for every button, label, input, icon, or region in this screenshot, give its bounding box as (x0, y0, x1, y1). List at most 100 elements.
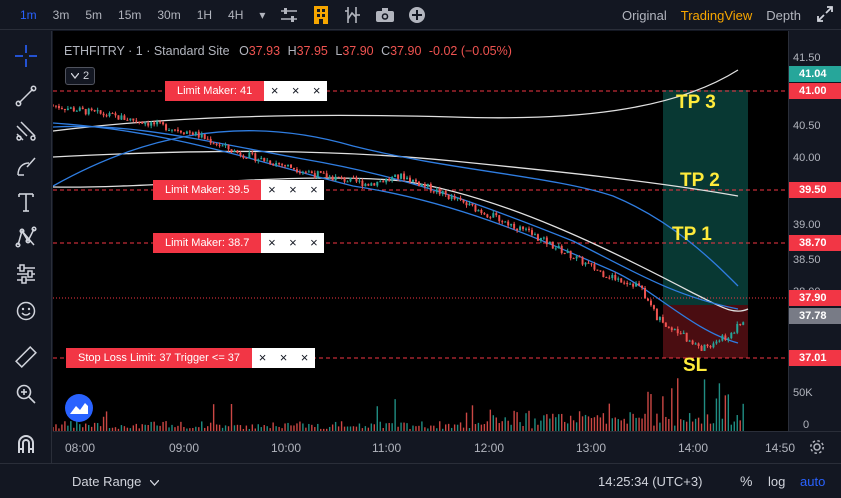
candle-body (388, 178, 391, 181)
text-tool-icon[interactable] (13, 189, 39, 215)
ma-long-line (53, 69, 739, 132)
percent-toggle[interactable]: % (740, 473, 753, 489)
volume-bar (96, 423, 99, 431)
time-tick: 11:00 (372, 441, 402, 455)
volume-bar (331, 424, 334, 431)
candle-body (626, 282, 629, 285)
candle-body (602, 271, 605, 278)
candle-body (340, 177, 343, 179)
timeframe-1m[interactable]: 1m (20, 7, 37, 22)
order-label-stop-loss[interactable]: Stop Loss Limit: 37 Trigger <= 37 × × × (66, 348, 316, 368)
volume-bar (561, 413, 563, 431)
volume-bar (427, 428, 429, 431)
timeframe-15m[interactable]: 15m (118, 7, 142, 22)
price-axis[interactable]: 41.50 40.50 40.00 39.00 38.50 38.00 50K … (788, 31, 841, 431)
volume-bar (501, 421, 503, 431)
tab-depth[interactable]: Depth (766, 7, 801, 23)
order-close-icon[interactable]: × (261, 233, 283, 253)
order-close-icon[interactable]: × (261, 180, 283, 200)
order-close-icon[interactable]: × (285, 81, 307, 101)
clock[interactable]: 14:25:34 (UTC+3) (598, 474, 703, 489)
candle-body (554, 248, 557, 250)
add-indicator-icon[interactable] (406, 4, 428, 26)
chevron-down-icon (149, 479, 160, 486)
auto-toggle[interactable]: auto (800, 474, 826, 489)
layout-grid-icon[interactable] (310, 4, 332, 26)
order-close-icon[interactable]: × (273, 348, 295, 368)
candle-body (188, 131, 191, 133)
sl-label: SL (683, 355, 708, 376)
candle-body (251, 152, 254, 154)
order-close-icon[interactable]: × (306, 81, 328, 101)
candle-body (99, 110, 102, 114)
crosshair-icon[interactable] (13, 43, 39, 69)
volume-bar (129, 428, 132, 431)
symbol-title[interactable]: ETHFITRY · 1 · Standard Site (64, 44, 230, 58)
brush-icon[interactable] (13, 153, 39, 179)
candle-body (649, 300, 652, 306)
time-tick: 14:50 (765, 441, 796, 455)
candle-body (284, 165, 287, 167)
timeframe-4H[interactable]: 4H (228, 7, 244, 22)
volume-bar (108, 427, 111, 431)
candle-body (364, 183, 367, 187)
time-axis[interactable]: 08:00 09:00 10:00 11:00 12:00 13:00 14:0… (53, 431, 841, 463)
date-range-button[interactable]: Date Range (72, 474, 160, 489)
candle-body (144, 123, 147, 125)
order-close-icon[interactable]: × (294, 348, 316, 368)
order-label-limit-38-7[interactable]: Limit Maker: 38.7 × × × (153, 233, 325, 253)
fullscreen-icon[interactable] (817, 5, 833, 25)
candle-body (599, 270, 602, 272)
position-tool-icon[interactable] (13, 261, 39, 287)
camera-icon[interactable] (374, 4, 396, 26)
candle-body (328, 176, 331, 178)
timeframe-30m[interactable]: 30m (157, 7, 181, 22)
order-close-icon[interactable]: × (282, 233, 304, 253)
volume-bar (168, 427, 170, 431)
pattern-icon[interactable] (13, 224, 39, 250)
volume-bar (251, 424, 254, 431)
volume-bar (138, 428, 140, 431)
volume-bar (688, 413, 691, 431)
smiley-icon[interactable] (13, 298, 39, 324)
order-close-icon[interactable]: × (282, 180, 304, 200)
indicator-settings-icon[interactable] (278, 4, 300, 26)
volume-bar (593, 417, 596, 431)
timeframe-1H[interactable]: 1H (196, 7, 213, 22)
order-label-limit-39-5[interactable]: Limit Maker: 39.5 × × × (153, 180, 325, 200)
timeframe-3m[interactable]: 3m (52, 7, 70, 22)
volume-bar (165, 421, 167, 431)
timeframe-5m[interactable]: 5m (85, 7, 103, 22)
tab-tradingview[interactable]: TradingView (680, 7, 753, 23)
volume-bar (99, 426, 102, 431)
fib-retracement-icon[interactable] (13, 118, 39, 144)
tradingview-logo-icon[interactable] (65, 394, 93, 422)
candle-body (703, 344, 706, 351)
volume-bar (715, 398, 718, 431)
order-close-icon[interactable]: × (303, 233, 325, 253)
order-label-limit-41[interactable]: Limit Maker: 41 × × × (165, 81, 328, 101)
trend-line-icon[interactable] (13, 83, 39, 109)
log-toggle[interactable]: log (768, 474, 786, 489)
candle-body (307, 171, 310, 173)
candle-body (727, 338, 730, 340)
candle-body (652, 305, 655, 309)
candle-body (334, 176, 337, 181)
ruler-icon[interactable] (13, 344, 39, 370)
tab-original[interactable]: Original (621, 7, 667, 23)
chart-settings-gear-icon[interactable] (809, 439, 825, 460)
indicators-collapse-button[interactable]: 2 (65, 67, 95, 85)
chart-canvas[interactable]: TP 3 TP 2 TP 1 SL (53, 31, 788, 431)
volume-bar (343, 426, 346, 431)
volume-bar (373, 424, 375, 431)
order-close-icon[interactable]: × (252, 348, 274, 368)
volume-bar (156, 425, 158, 431)
order-close-icon[interactable]: × (303, 180, 325, 200)
magnet-icon[interactable] (13, 431, 39, 457)
timeframe-dropdown[interactable]: ▾ (259, 7, 266, 22)
volume-bar (680, 419, 682, 431)
order-close-icon[interactable]: × (264, 81, 286, 101)
zoom-icon[interactable] (13, 381, 39, 407)
chart-type-icon[interactable] (342, 4, 364, 26)
volume-bar (67, 425, 69, 431)
